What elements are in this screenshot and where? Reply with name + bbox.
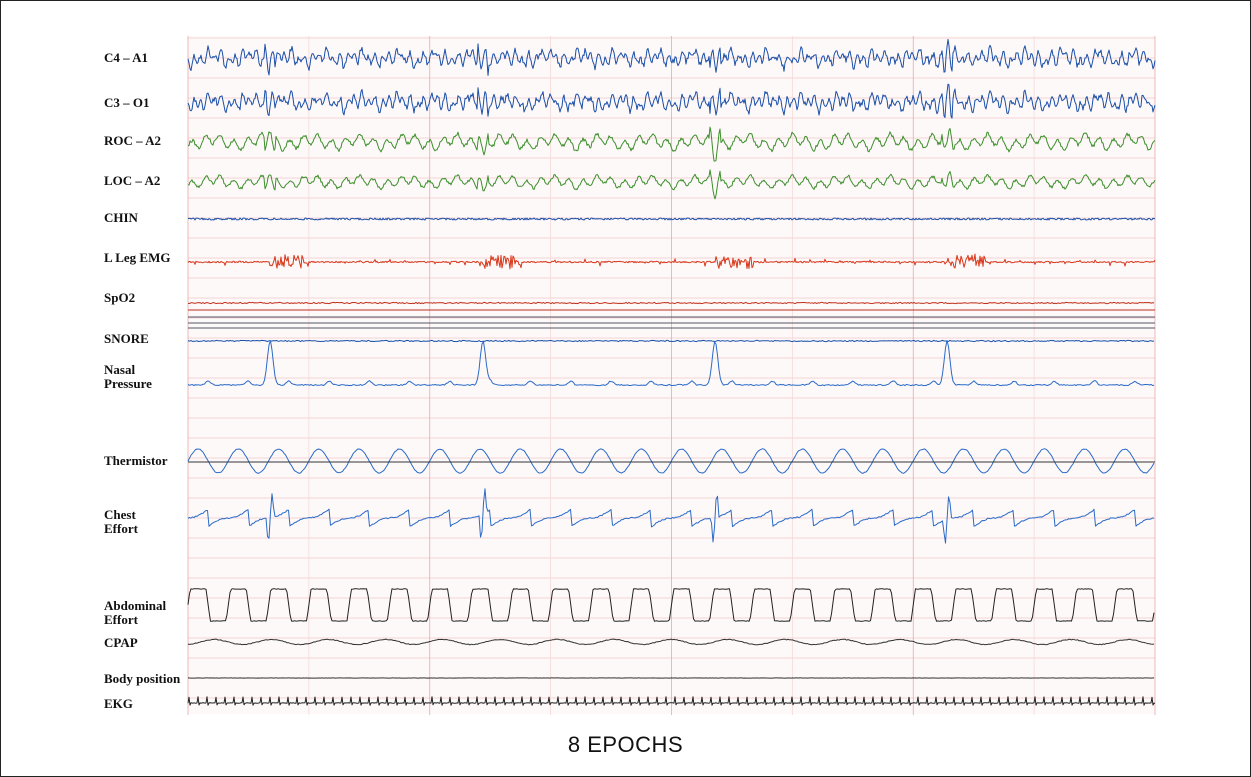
label-spo2: SpO2: [104, 290, 136, 305]
trace-cpap: [187, 638, 1155, 646]
trace-chin: [187, 217, 1156, 221]
label-nasal: Nasal Pressure: [104, 362, 152, 391]
label-c3o1: C3 – O1: [104, 95, 150, 110]
trace-c4a1: [187, 38, 1156, 76]
label-therm: Thermistor: [104, 453, 168, 468]
traces: [187, 38, 1156, 706]
trace-snore: [187, 339, 1155, 343]
label-chest: Chest Effort: [104, 507, 138, 536]
reference-lines: [188, 309, 1155, 463]
trace-abd: [187, 588, 1155, 622]
epochs-caption: 8 EPOCHS: [567, 732, 684, 757]
label-c4a1: C4 – A1: [104, 50, 149, 65]
trace-nasal: [187, 340, 1155, 387]
label-loca2: LOC – A2: [104, 173, 161, 188]
label-abd: Abdominal Effort: [104, 598, 167, 627]
trace-spo2: [187, 301, 1155, 305]
label-lleg: L Leg EMG: [104, 250, 171, 265]
label-snore: SNORE: [104, 331, 149, 346]
trace-c3o1: [187, 83, 1156, 119]
trace-roca2: [187, 126, 1156, 162]
label-ekg: EKG: [104, 696, 133, 711]
label-cpap: CPAP: [104, 635, 138, 650]
label-chin: CHIN: [104, 210, 138, 225]
trace-chest: [187, 488, 1155, 544]
trace-loca2: [187, 169, 1156, 200]
label-bodypos: Body position: [104, 671, 181, 686]
trace-ekg: [187, 696, 1156, 706]
trace-lleg: [187, 253, 1156, 270]
label-roca2: ROC – A2: [104, 133, 162, 148]
